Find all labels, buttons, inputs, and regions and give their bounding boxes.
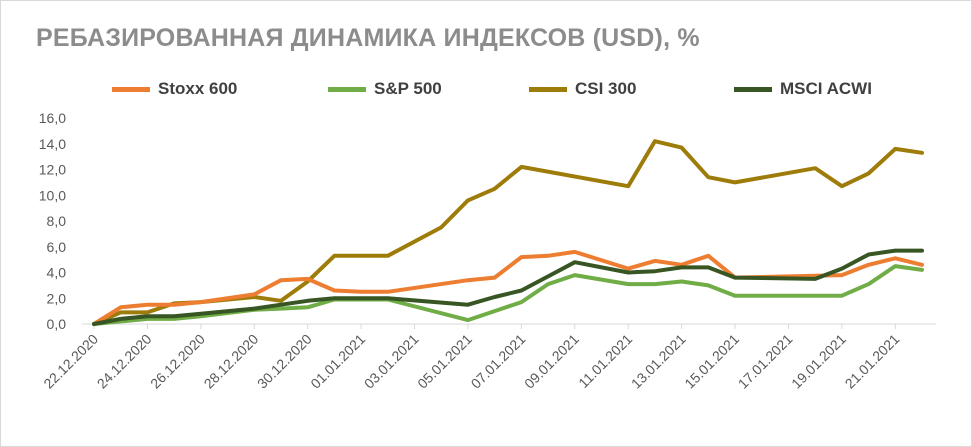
x-tick-label: 13.01.2021 xyxy=(628,331,689,392)
series-line-s-p-500 xyxy=(92,264,924,326)
legend-swatch-stoxx-600 xyxy=(112,86,150,92)
legend-swatch-msci-acwi xyxy=(734,86,772,92)
series-line-msci-acwi xyxy=(92,248,924,326)
x-tick-label: 19.01.2021 xyxy=(788,331,849,392)
x-tick-label: 01.01.2021 xyxy=(307,331,368,392)
x-tick-label: 26.12.2020 xyxy=(147,331,208,392)
x-tick-label: 03.01.2021 xyxy=(361,331,422,392)
x-tick-label: 09.01.2021 xyxy=(521,331,582,392)
x-tick-label: 28.12.2020 xyxy=(201,331,262,392)
legend-item-stoxx-600: Stoxx 600 xyxy=(112,76,237,102)
y-tick-label: 2,0 xyxy=(47,290,67,306)
y-tick-label: 0,0 xyxy=(47,316,67,332)
legend-swatch-csi-300 xyxy=(529,86,567,92)
x-tick-label: 07.01.2021 xyxy=(468,331,529,392)
x-tick-label: 11.01.2021 xyxy=(575,331,635,391)
x-tick-label: 05.01.2021 xyxy=(414,331,475,392)
legend-label-msci-acwi: MSCI ACWI xyxy=(780,79,872,98)
legend: Stoxx 600 S&P 500 CSI 300 MSCI ACWI xyxy=(0,76,972,102)
legend-item-sp-500: S&P 500 xyxy=(328,76,442,102)
x-tick-label: 17.01.2021 xyxy=(735,331,796,392)
y-tick-label: 4,0 xyxy=(47,265,67,281)
legend-label-csi-300: CSI 300 xyxy=(575,79,637,98)
y-tick-label: 10,0 xyxy=(39,187,66,203)
x-tick-label: 15.01.2021 xyxy=(681,331,742,392)
x-tick-label: 21.01.2021 xyxy=(842,331,903,392)
y-tick-label: 14,0 xyxy=(39,136,66,152)
y-tick-label: 6,0 xyxy=(47,239,67,255)
legend-item-msci-acwi: MSCI ACWI xyxy=(734,76,872,102)
y-tick-label: 16,0 xyxy=(39,110,66,126)
x-tick-label: 30.12.2020 xyxy=(254,331,315,392)
legend-swatch-sp-500 xyxy=(328,86,366,92)
legend-label-sp-500: S&P 500 xyxy=(374,79,442,98)
x-tick-label: 24.12.2020 xyxy=(94,331,155,392)
y-tick-label: 8,0 xyxy=(47,213,67,229)
x-tick-label: 22.12.2020 xyxy=(40,331,101,392)
legend-label-stoxx-600: Stoxx 600 xyxy=(158,79,238,98)
legend-item-csi-300: CSI 300 xyxy=(529,76,636,102)
chart-title: РЕБАЗИРОВАННАЯ ДИНАМИКА ИНДЕКСОВ (USD), … xyxy=(36,24,700,52)
y-tick-label: 12,0 xyxy=(39,162,66,178)
